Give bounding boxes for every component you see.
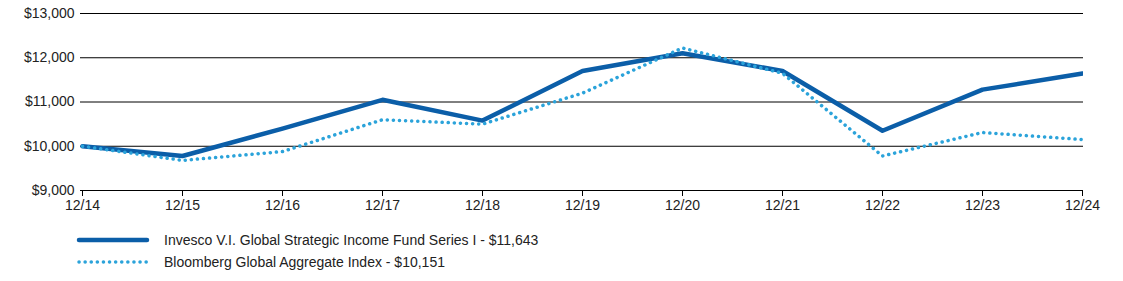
svg-text:$10,000: $10,000 (24, 138, 75, 154)
svg-text:12/16: 12/16 (265, 197, 300, 213)
svg-text:12/18: 12/18 (465, 197, 500, 213)
svg-text:12/19: 12/19 (565, 197, 600, 213)
html-text:Bloomberg Global Aggregate Ind: Bloomberg Global Aggregate Index - $10,1… (164, 254, 445, 270)
svg-text:$13,000: $13,000 (24, 5, 75, 21)
svg-text:12/22: 12/22 (865, 197, 900, 213)
svg-text:12/21: 12/21 (765, 197, 800, 213)
svg-text:12/17: 12/17 (365, 197, 400, 213)
svg-text:$12,000: $12,000 (24, 49, 75, 65)
svg-text:12/20: 12/20 (665, 197, 700, 213)
svg-text:$11,000: $11,000 (25, 93, 75, 109)
svg-text:12/24: 12/24 (1065, 197, 1100, 213)
svg-text:$9,000: $9,000 (32, 182, 75, 198)
svg-text:12/14: 12/14 (65, 197, 100, 213)
svg-text:12/15: 12/15 (165, 197, 200, 213)
svg-text:12/23: 12/23 (965, 197, 1000, 213)
html-text:Invesco V.I. Global Strategic: Invesco V.I. Global Strategic Income Fun… (164, 232, 539, 248)
